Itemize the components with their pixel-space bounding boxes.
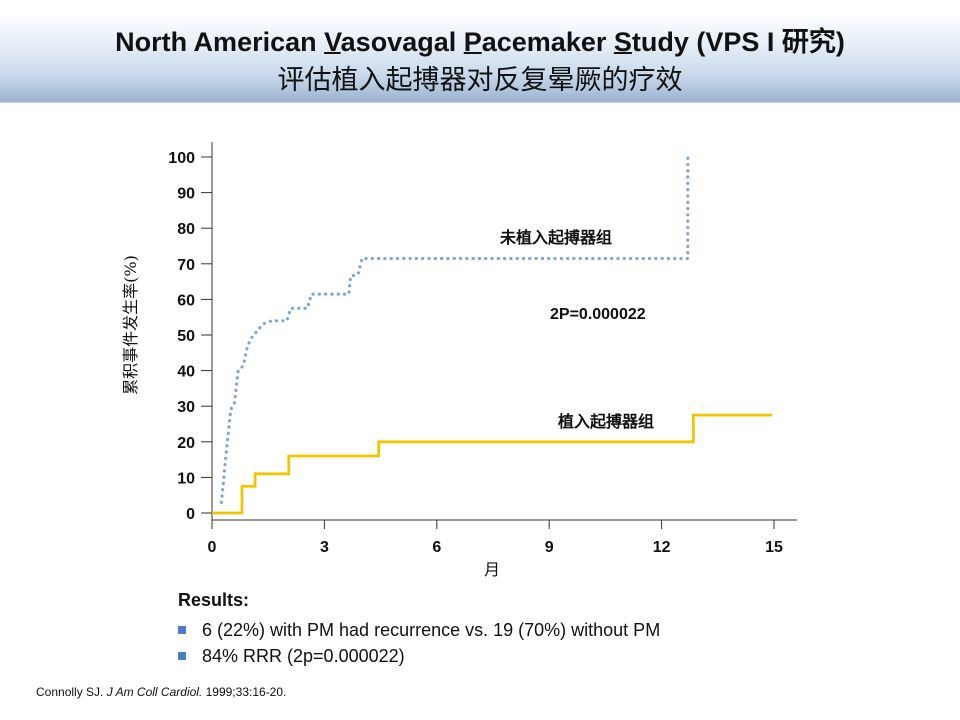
x-tick-label: 12 — [653, 539, 671, 556]
y-tick-label: 60 — [177, 292, 195, 309]
slide-subtitle: 评估植入起搏器对反复晕厥的疗效 — [277, 65, 683, 96]
y-tick-label: 70 — [177, 257, 195, 274]
slide-title: North American Vasovagal Pacemaker Study… — [115, 27, 845, 57]
series-line-pacemaker — [212, 413, 773, 515]
title-band — [0, 0, 960, 100]
x-axis-label: 月 — [484, 560, 500, 579]
series-label-pacemaker: 植入起搏器组 — [557, 412, 654, 431]
citation: Connolly SJ. J Am Coll Cardiol. 1999;33:… — [36, 685, 287, 699]
x-tick-label: 15 — [765, 539, 783, 556]
results-list: 6 (22%) with PM had recurrence vs. 19 (7… — [178, 617, 660, 669]
y-tick-label: 30 — [177, 399, 195, 416]
series-line-no-pacemaker — [219, 155, 690, 504]
y-tick-label: 50 — [177, 328, 195, 345]
y-tick-label: 100 — [168, 150, 195, 167]
y-tick-label: 20 — [177, 435, 195, 452]
x-tick-label: 6 — [432, 539, 441, 556]
x-tick-label: 9 — [545, 539, 554, 556]
p-value-annotation: 2P=0.000022 — [550, 306, 646, 323]
results-section: Results: 6 (22%) with PM had recurrence … — [178, 590, 660, 669]
y-tick-label: 80 — [177, 221, 195, 238]
square-bullet-icon — [178, 652, 186, 660]
chart-series — [212, 155, 773, 515]
title-divider — [0, 100, 960, 103]
results-item: 6 (22%) with PM had recurrence vs. 19 (7… — [178, 617, 660, 643]
results-heading: Results: — [178, 590, 250, 610]
y-tick-label: 40 — [177, 364, 195, 381]
series-label-no-pacemaker: 未植入起搏器组 — [499, 228, 612, 247]
y-tick-label: 90 — [177, 186, 195, 203]
x-tick-label: 3 — [320, 539, 329, 556]
y-axis-label: 累积事件发生率(%) — [121, 255, 140, 395]
x-tick-label: 0 — [208, 539, 217, 556]
y-tick-label: 10 — [177, 470, 195, 487]
square-bullet-icon — [178, 626, 186, 634]
y-tick-label: 0 — [186, 506, 195, 523]
chart-axes: 0 10 20 30 40 50 60 70 80 90 100 0 3 6 9 12 15 — [168, 142, 797, 556]
results-item: 84% RRR (2p=0.000022) — [178, 643, 660, 669]
